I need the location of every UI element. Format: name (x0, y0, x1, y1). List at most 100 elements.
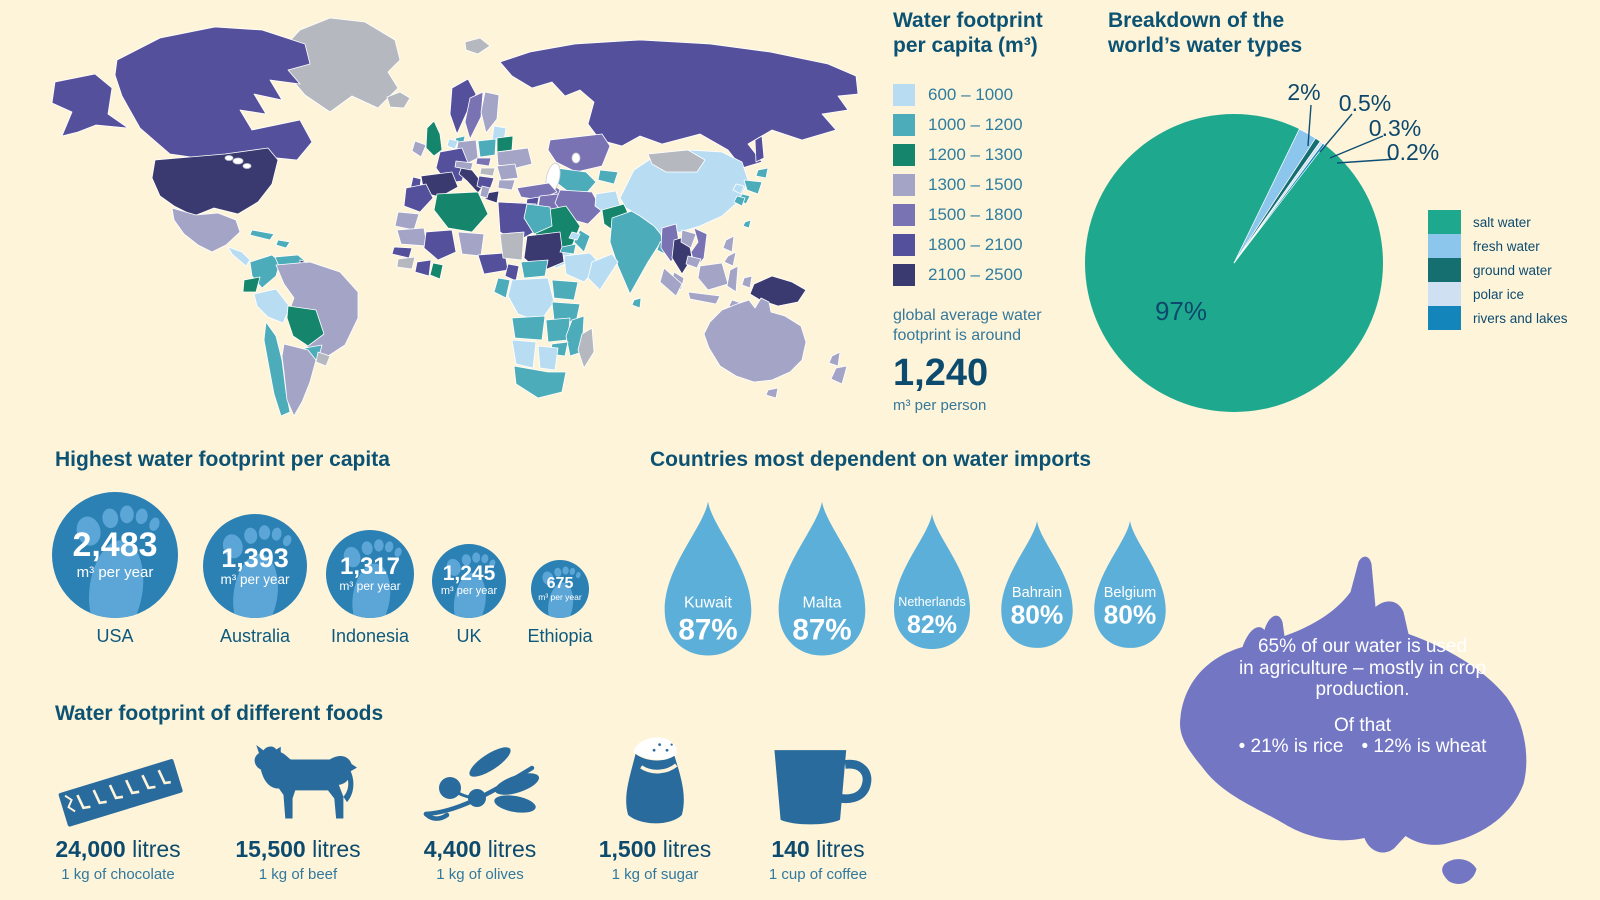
food-item-coffee: 140 litres 1 cup of coffee (743, 733, 893, 883)
world-map-choropleth (51, 17, 859, 417)
water-types-pie-chart: 2% 0.5% 0.3% 0.2% 97% (1085, 79, 1439, 412)
map-legend-item: 1200 – 1300 (893, 140, 1133, 170)
map-legend-rows: 600 – 1000 1000 – 1200 1200 – 1300 1300 … (893, 80, 1133, 290)
continent-asia (499, 39, 859, 311)
legend-swatch (893, 144, 915, 166)
footprint-circle-uk: 1,245 m³ per year (432, 544, 506, 618)
water-drop-malta: Malta 87% (765, 498, 879, 658)
continent-north-america (51, 17, 491, 267)
legend-swatch (893, 174, 915, 196)
legend-label: fresh water (1473, 238, 1540, 254)
legend-label: rivers and lakes (1473, 310, 1568, 326)
pie-legend-item: polar ice (1428, 282, 1568, 306)
legend-swatch (1428, 258, 1461, 282)
drop-value: 87% (792, 614, 851, 647)
legend-label: 2100 – 2500 (928, 265, 1023, 284)
continent-europe (409, 78, 533, 204)
pie-legend-item: salt water (1428, 210, 1568, 234)
footprint-unit: m³ per year (339, 579, 401, 594)
water-drop-netherlands: Netherlands 82% (882, 506, 982, 656)
legend-swatch (893, 114, 915, 136)
footprint-value: 1,317 (339, 553, 401, 581)
food-value: 15,500 litres (235, 836, 361, 862)
food-item-sugar: 1,500 litres 1 kg of sugar (580, 733, 730, 883)
legend-label: 1200 – 1300 (928, 145, 1023, 164)
footprint-value: 2,483 (72, 526, 158, 565)
region-alaska (51, 73, 129, 137)
food-caption: 1 kg of olives (436, 866, 524, 883)
drop-value: 82% (907, 611, 957, 639)
food-value: 24,000 litres (55, 836, 181, 862)
water-drop-bahrain: Bahrain 80% (990, 511, 1084, 657)
pie-legend-item: ground water (1428, 258, 1568, 282)
footprint-unit: m³ per year (440, 585, 498, 598)
legend-swatch (893, 234, 915, 256)
callout-line (1329, 135, 1384, 159)
food-item-olives: 4,400 litres 1 kg of olives (395, 733, 565, 883)
callout-line (1319, 113, 1353, 153)
global-average-unit: m³ per person (893, 397, 987, 414)
drop-country: Kuwait (684, 595, 732, 612)
footprint-value: 675 (546, 574, 574, 592)
food-caption: 1 cup of coffee (768, 866, 868, 883)
region-mongolia (647, 149, 706, 173)
legend-label: salt water (1473, 214, 1531, 230)
pie-legend-item: fresh water (1428, 234, 1568, 258)
region-uk (425, 120, 443, 157)
australia-line: 65% of our water is used (1257, 636, 1468, 657)
australia-bullet-rice: • 21% is rice (1238, 736, 1344, 757)
footprint-unit: m³ per year (76, 563, 154, 581)
pie-label-polar-ice: 0.3% (1369, 115, 1421, 141)
map-legend-title: Water footprint per capita (m³) (893, 9, 1043, 57)
region-australia (703, 297, 807, 383)
australia-map-graphic (1180, 556, 1527, 884)
water-drop-belgium: Belgium 80% (1083, 511, 1177, 657)
australia-mainland (1180, 556, 1527, 853)
legend-swatch (1428, 210, 1461, 234)
water-drop-kuwait: Kuwait 87% (651, 498, 765, 658)
legend-swatch (893, 204, 915, 226)
drop-value: 87% (678, 614, 737, 647)
region-mexico (171, 207, 241, 253)
olive-branch-icon (395, 733, 565, 828)
global-average-value: 1,240 (893, 352, 989, 394)
food-value: 4,400 litres (423, 836, 537, 862)
footprint-unit: m³ per year (538, 592, 582, 603)
food-caption: 1 kg of sugar (611, 866, 699, 883)
footprint-country-uk: UK (456, 626, 482, 646)
australia-tasmania (1442, 859, 1477, 884)
imports-section-title: Countries most dependent on water import… (650, 448, 1092, 471)
footprint-unit: m³ per year (220, 572, 290, 588)
region-south-africa (513, 365, 567, 399)
callout-line (1336, 158, 1397, 164)
map-legend-item: 1500 – 1800 (893, 200, 1133, 230)
footprint-circle-australia: 1,393 m³ per year (203, 514, 307, 618)
drop-country: Belgium (1104, 585, 1157, 601)
footprint-country-ethiopia: Ethiopia (527, 626, 593, 646)
drop-value: 80% (1011, 599, 1064, 629)
food-value: 140 litres (771, 836, 865, 862)
legend-label: 600 – 1000 (928, 85, 1014, 104)
coffee-mug-icon (743, 733, 893, 828)
australia-bullet-wheat: • 12% is wheat (1361, 736, 1487, 757)
legend-swatch (1428, 234, 1461, 258)
food-caption: 1 kg of beef (258, 866, 338, 883)
legend-label: polar ice (1473, 286, 1525, 302)
legend-swatch (893, 264, 915, 286)
legend-label: 1500 – 1800 (928, 205, 1023, 224)
pie-slice-rivers-lakes (1233, 142, 1326, 264)
pie-title: Breakdown of the world’s water types (1108, 9, 1303, 57)
map-legend-item: 2100 – 2500 (893, 260, 1133, 290)
continent-south-america (242, 254, 359, 417)
legend-swatch (893, 84, 915, 106)
region-usa (151, 147, 279, 217)
footprint-value: 1,245 (442, 562, 496, 586)
legend-label: 1300 – 1500 (928, 175, 1023, 194)
region-russia (499, 39, 859, 169)
food-item-beef: 15,500 litres 1 kg of beef (213, 733, 383, 883)
footprints-section-title: Highest water footprint per capita (55, 448, 390, 471)
region-morocco (403, 183, 434, 213)
pie-legend: salt water fresh water ground water pola… (1428, 210, 1568, 330)
pie-label-ground-water: 0.5% (1339, 90, 1391, 116)
